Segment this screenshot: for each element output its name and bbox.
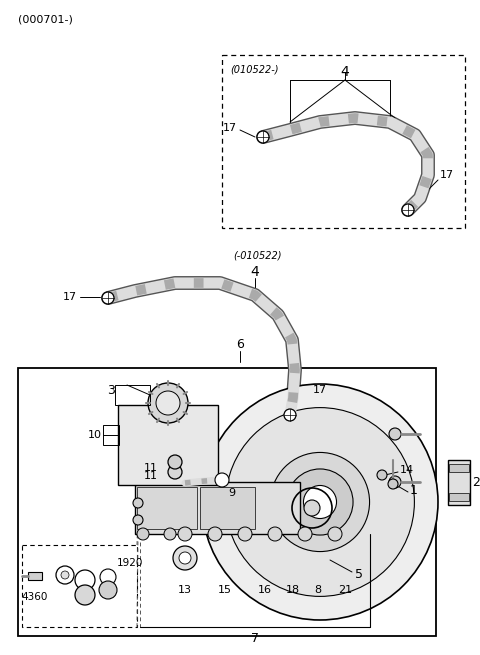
Circle shape xyxy=(270,453,370,552)
Circle shape xyxy=(61,571,69,579)
Circle shape xyxy=(238,527,252,541)
Circle shape xyxy=(304,500,320,516)
Circle shape xyxy=(257,131,269,143)
Bar xyxy=(18,368,436,636)
Circle shape xyxy=(268,527,282,541)
Circle shape xyxy=(75,585,95,605)
Text: 16: 16 xyxy=(258,585,272,595)
Text: 6: 6 xyxy=(236,339,244,352)
Bar xyxy=(137,487,197,529)
Circle shape xyxy=(179,552,191,564)
Circle shape xyxy=(75,570,95,590)
Bar xyxy=(449,493,469,501)
Circle shape xyxy=(389,476,401,488)
Text: 4360: 4360 xyxy=(22,592,48,602)
Circle shape xyxy=(389,428,401,440)
Text: 7: 7 xyxy=(251,631,259,645)
Text: (-010522): (-010522) xyxy=(233,250,281,260)
Circle shape xyxy=(173,546,197,570)
Text: 8: 8 xyxy=(314,585,322,595)
Text: 4: 4 xyxy=(251,265,259,279)
Circle shape xyxy=(133,498,143,508)
Bar xyxy=(135,482,300,534)
Circle shape xyxy=(226,407,414,597)
Circle shape xyxy=(178,527,192,541)
Text: 2: 2 xyxy=(472,476,480,489)
Circle shape xyxy=(168,455,182,469)
Circle shape xyxy=(215,473,229,487)
Bar xyxy=(22,545,137,627)
Bar xyxy=(115,385,150,405)
Text: 17: 17 xyxy=(63,292,77,302)
Circle shape xyxy=(148,383,188,423)
Text: 5: 5 xyxy=(355,569,363,582)
Text: 10: 10 xyxy=(88,430,102,440)
Circle shape xyxy=(100,569,116,585)
Text: 1920: 1920 xyxy=(117,558,144,568)
Circle shape xyxy=(133,515,143,525)
Text: 3: 3 xyxy=(107,383,115,396)
Bar xyxy=(449,464,469,472)
Text: 21: 21 xyxy=(338,585,352,595)
Circle shape xyxy=(56,566,74,584)
Circle shape xyxy=(328,527,342,541)
Text: 14: 14 xyxy=(400,465,414,475)
Circle shape xyxy=(287,469,353,535)
Text: 17: 17 xyxy=(223,123,237,133)
Text: 15: 15 xyxy=(218,585,232,595)
Text: 17: 17 xyxy=(313,385,327,395)
Text: 18: 18 xyxy=(286,585,300,595)
Text: 9: 9 xyxy=(228,488,235,498)
Text: (000701-): (000701-) xyxy=(18,14,73,24)
Circle shape xyxy=(298,527,312,541)
Circle shape xyxy=(202,384,438,620)
Circle shape xyxy=(164,528,176,540)
Bar xyxy=(28,572,42,580)
Text: 17: 17 xyxy=(440,170,454,180)
Circle shape xyxy=(156,391,180,415)
Text: (010522-): (010522-) xyxy=(230,65,278,75)
Circle shape xyxy=(377,470,387,480)
Bar xyxy=(200,487,255,529)
Text: 11: 11 xyxy=(144,471,158,481)
Circle shape xyxy=(284,409,296,421)
Circle shape xyxy=(137,528,149,540)
Circle shape xyxy=(208,527,222,541)
Bar xyxy=(222,55,465,228)
Bar xyxy=(103,425,119,445)
Bar xyxy=(118,405,218,485)
Text: 4: 4 xyxy=(341,65,349,79)
Circle shape xyxy=(303,485,336,519)
Circle shape xyxy=(102,292,114,304)
Circle shape xyxy=(99,581,117,599)
Circle shape xyxy=(168,465,182,479)
Text: 1: 1 xyxy=(410,483,418,496)
Text: 13: 13 xyxy=(178,585,192,595)
Text: 11: 11 xyxy=(144,463,158,473)
Circle shape xyxy=(402,204,414,216)
Circle shape xyxy=(388,479,398,489)
Bar xyxy=(448,460,470,505)
